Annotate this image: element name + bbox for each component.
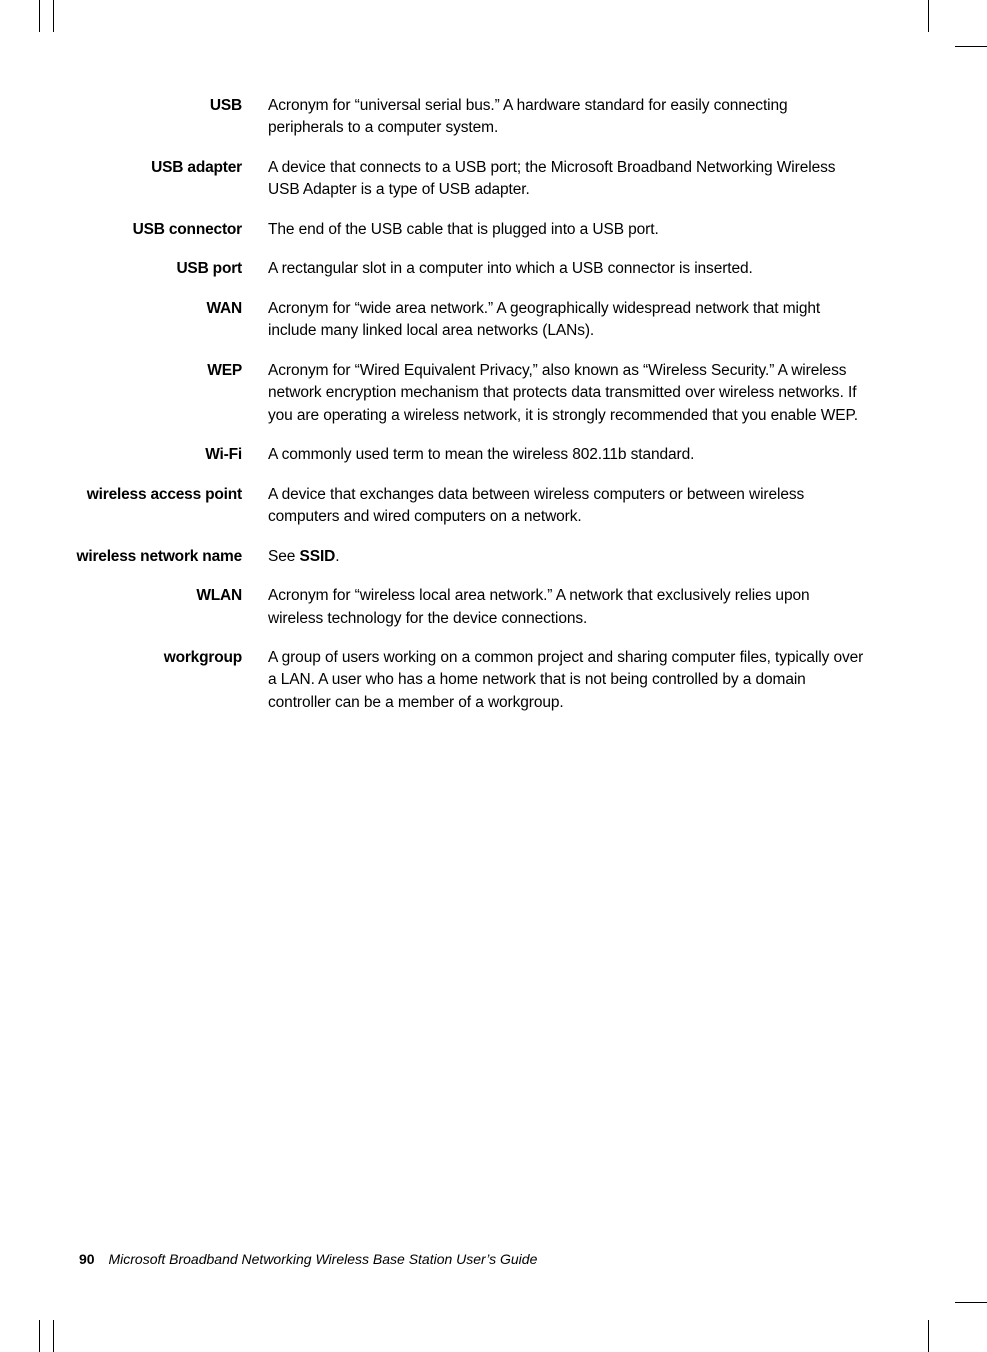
glossary-term: WAN	[0, 298, 268, 343]
glossary-entry: WEP Acronym for “Wired Equivalent Privac…	[0, 360, 867, 427]
glossary-entry: WLAN Acronym for “wireless local area ne…	[0, 585, 867, 630]
glossary-definition: Acronym for “wireless local area network…	[268, 585, 867, 630]
glossary-entry: wireless network name See SSID.	[0, 546, 867, 568]
glossary-term: workgroup	[0, 647, 268, 714]
glossary-entry: WAN Acronym for “wide area network.” A g…	[0, 298, 867, 343]
glossary-entry: wireless access point A device that exch…	[0, 484, 867, 529]
glossary-entry: Wi-Fi A commonly used term to mean the w…	[0, 444, 867, 466]
glossary-definition: A group of users working on a common pro…	[268, 647, 867, 714]
page-content: USB Acronym for “universal serial bus.” …	[0, 0, 987, 1352]
glossary-definition: A device that exchanges data between wir…	[268, 484, 867, 529]
glossary-term: USB port	[0, 258, 268, 280]
page-number: 90	[79, 1251, 95, 1267]
page-footer: 90 Microsoft Broadband Networking Wirele…	[79, 1251, 537, 1267]
glossary-definition: Acronym for “universal serial bus.” A ha…	[268, 95, 867, 140]
footer-title: Microsoft Broadband Networking Wireless …	[108, 1251, 537, 1267]
glossary-entry: USB adapter A device that connects to a …	[0, 157, 867, 202]
glossary-definition: The end of the USB cable that is plugged…	[268, 219, 867, 241]
glossary-term: USB connector	[0, 219, 268, 241]
glossary-definition: See SSID.	[268, 546, 867, 568]
glossary-term: wireless network name	[0, 546, 268, 568]
glossary-term: Wi-Fi	[0, 444, 268, 466]
glossary-entry: USB connector The end of the USB cable t…	[0, 219, 867, 241]
glossary-entry: USB port A rectangular slot in a compute…	[0, 258, 867, 280]
glossary-term: WLAN	[0, 585, 268, 630]
glossary-list: USB Acronym for “universal serial bus.” …	[0, 95, 867, 714]
glossary-definition: A rectangular slot in a computer into wh…	[268, 258, 867, 280]
glossary-definition: A device that connects to a USB port; th…	[268, 157, 867, 202]
glossary-definition: Acronym for “Wired Equivalent Privacy,” …	[268, 360, 867, 427]
glossary-entry: workgroup A group of users working on a …	[0, 647, 867, 714]
glossary-term: USB	[0, 95, 268, 140]
glossary-entry: USB Acronym for “universal serial bus.” …	[0, 95, 867, 140]
glossary-definition: Acronym for “wide area network.” A geogr…	[268, 298, 867, 343]
glossary-term: wireless access point	[0, 484, 268, 529]
glossary-term: WEP	[0, 360, 268, 427]
glossary-term: USB adapter	[0, 157, 268, 202]
glossary-definition: A commonly used term to mean the wireles…	[268, 444, 867, 466]
